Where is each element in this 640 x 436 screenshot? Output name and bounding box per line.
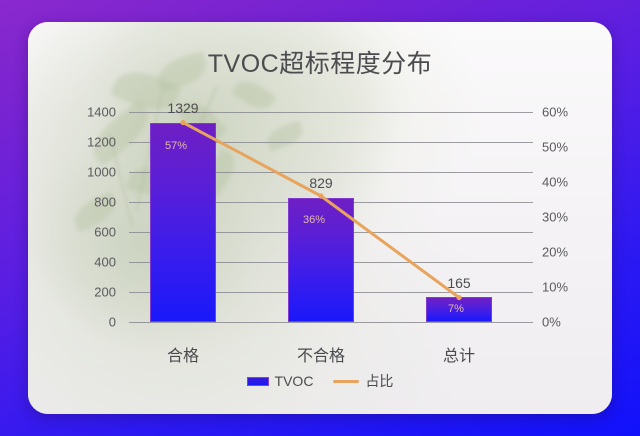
y-axis-tick-1400: 1400 bbox=[87, 104, 116, 120]
bar-value-bu-he-ge: 829 bbox=[309, 175, 333, 191]
y-axis-tick-600: 600 bbox=[94, 224, 116, 240]
x-axis-label-zong-ji: 总计 bbox=[442, 348, 476, 365]
bar-value-he-ge: 1329 bbox=[167, 100, 199, 116]
gridline-1400 bbox=[129, 112, 533, 113]
bar-bu-he-ge[interactable] bbox=[288, 197, 354, 322]
legend-label-tvoc: TVOC bbox=[274, 373, 314, 389]
chart-legend: TVOC 占比 bbox=[28, 371, 612, 391]
y2-axis-tick-10: 10% bbox=[542, 279, 569, 295]
percentage-trend-line bbox=[180, 119, 462, 301]
legend-item-tvoc[interactable]: TVOC bbox=[246, 373, 314, 389]
x-axis-label-bu-he-ge: 不合格 bbox=[296, 348, 346, 365]
legend-item-zhanbi[interactable]: 占比 bbox=[333, 371, 393, 391]
plot-area: 1400 1200 1000 800 600 400 200 0 60% 50%… bbox=[28, 22, 612, 414]
y-axis-tick-1000: 1000 bbox=[87, 164, 116, 180]
bar-pct-bu-he-ge: 36% bbox=[302, 214, 326, 226]
y-axis-tick-400: 400 bbox=[94, 254, 116, 270]
y2-axis-tick-60: 60% bbox=[542, 104, 569, 120]
gridline-1000 bbox=[129, 172, 533, 173]
bar-value-zong-ji: 165 bbox=[447, 275, 471, 291]
y2-axis-tick-40: 40% bbox=[542, 174, 569, 190]
y2-axis-tick-0: 0% bbox=[542, 314, 561, 330]
x-axis-label-he-ge: 合格 bbox=[166, 348, 200, 365]
chart-card: TVOC超标程度分布 1400 1200 1000 800 600 400 20… bbox=[28, 22, 612, 414]
y2-axis-tick-30: 30% bbox=[542, 209, 569, 225]
gridline-0 bbox=[129, 322, 533, 323]
trend-point-he-ge bbox=[180, 119, 186, 126]
y2-axis-tick-50: 50% bbox=[542, 139, 569, 155]
trend-point-zong-ji bbox=[456, 294, 462, 301]
y-axis-tick-1200: 1200 bbox=[87, 134, 116, 150]
chart-title: TVOC超标程度分布 bbox=[207, 50, 433, 78]
y-axis-tick-200: 200 bbox=[94, 284, 116, 300]
bar-pct-zong-ji: 7% bbox=[448, 303, 464, 315]
bar-he-ge[interactable] bbox=[150, 122, 216, 322]
bar-pct-he-ge: 57% bbox=[164, 140, 188, 152]
y-axis-tick-800: 800 bbox=[94, 194, 116, 210]
bar-zong-ji[interactable] bbox=[426, 297, 492, 322]
legend-label-zhanbi: 占比 bbox=[365, 373, 394, 389]
trend-line-path bbox=[181, 121, 461, 299]
gridline-1200 bbox=[129, 142, 533, 143]
y2-axis-tick-20: 20% bbox=[542, 244, 569, 260]
legend-bar-swatch-icon bbox=[246, 376, 269, 386]
legend-line-swatch-icon bbox=[333, 379, 360, 383]
y-axis-tick-0: 0 bbox=[108, 314, 116, 330]
trend-point-bu-he-ge bbox=[318, 193, 324, 199]
